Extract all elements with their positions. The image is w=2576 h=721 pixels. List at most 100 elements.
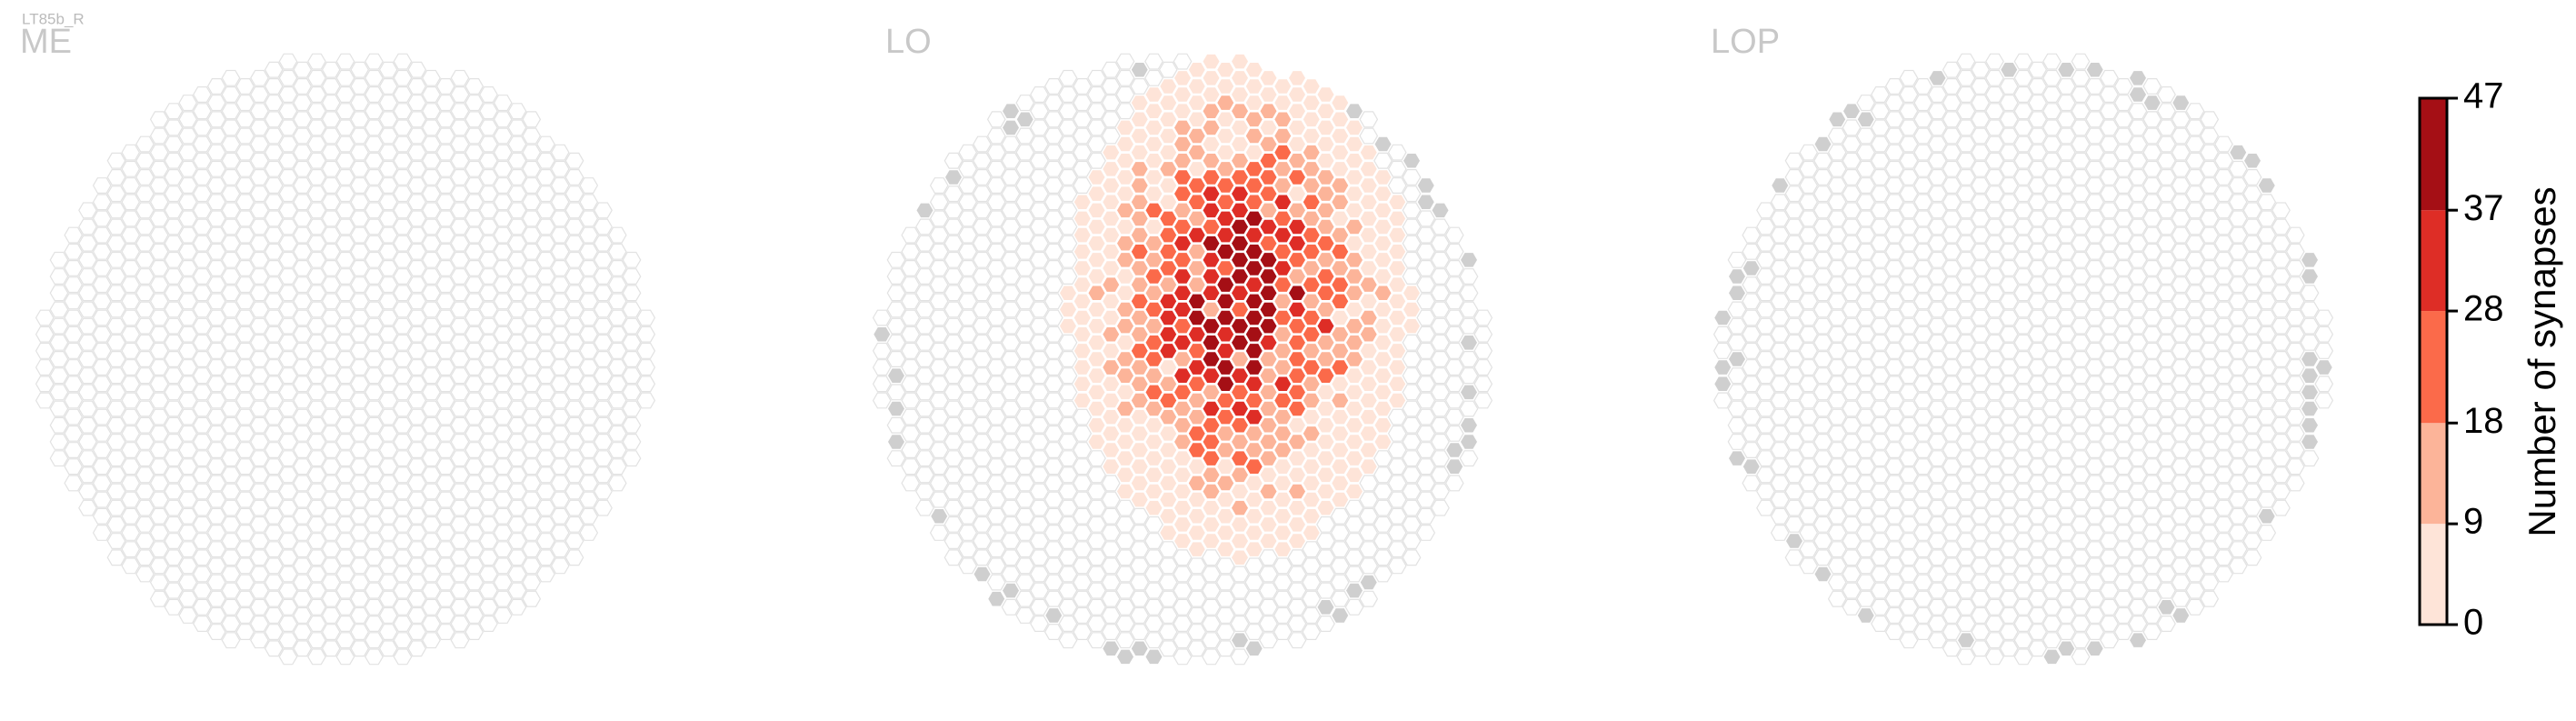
hex-cell bbox=[1387, 210, 1407, 227]
hex-cell bbox=[2242, 185, 2262, 203]
hex-cell bbox=[1015, 95, 1035, 112]
hex-cell bbox=[1971, 392, 1991, 409]
hex-cell bbox=[1827, 557, 1847, 575]
hex-cell bbox=[1402, 384, 1422, 401]
hex-cell bbox=[450, 400, 470, 417]
hex-cell bbox=[1985, 416, 2004, 434]
hex-cell bbox=[1144, 582, 1163, 599]
hex-cell bbox=[407, 243, 427, 260]
hex-cell bbox=[594, 416, 613, 434]
hex-cell bbox=[1842, 169, 1862, 185]
hex-cell bbox=[1244, 590, 1264, 607]
hex-cell bbox=[407, 177, 427, 194]
colorbar-bin bbox=[2420, 210, 2447, 312]
hex-cell bbox=[1030, 549, 1049, 566]
hex-cell bbox=[594, 202, 613, 219]
hex-cell bbox=[1230, 582, 1250, 599]
hex-cell bbox=[2085, 293, 2105, 310]
hex-cell bbox=[407, 408, 427, 426]
hex-cell bbox=[1144, 69, 1163, 86]
hex-cell bbox=[1373, 169, 1393, 185]
hex-cell bbox=[1387, 194, 1407, 211]
hex-cell bbox=[1827, 325, 1847, 343]
hex-cell bbox=[1416, 194, 1436, 211]
hex-cell bbox=[2028, 226, 2048, 244]
hex-cell bbox=[1928, 615, 1947, 633]
hex-cell bbox=[522, 376, 542, 393]
hex-cell bbox=[1058, 169, 1078, 185]
hex-cell bbox=[1001, 598, 1021, 616]
hex-cell bbox=[1359, 127, 1379, 145]
hex-cell bbox=[1259, 268, 1278, 285]
hex-cell bbox=[594, 384, 613, 401]
hex-cell bbox=[78, 218, 97, 235]
hex-cell bbox=[121, 177, 141, 194]
hex-cell bbox=[986, 557, 1006, 575]
hex-cell bbox=[2157, 317, 2176, 335]
hex-cell bbox=[958, 293, 978, 310]
hex-cell bbox=[1115, 533, 1135, 550]
hex-cell bbox=[1115, 185, 1135, 203]
hex-cell bbox=[1856, 226, 1876, 244]
hex-cell bbox=[221, 202, 241, 219]
hex-cell bbox=[986, 293, 1006, 310]
hex-cell bbox=[2013, 598, 2033, 616]
hex-cell bbox=[1842, 367, 1862, 385]
hex-cell bbox=[973, 317, 992, 335]
hex-cell bbox=[364, 648, 384, 666]
hex-cell bbox=[929, 475, 949, 492]
hex-cell bbox=[2157, 516, 2176, 533]
hex-cell bbox=[149, 408, 169, 426]
hex-cell bbox=[1015, 524, 1035, 541]
hex-cell bbox=[422, 351, 441, 367]
hex-cell bbox=[364, 384, 384, 401]
hex-cell bbox=[636, 309, 656, 326]
hex-cell bbox=[493, 160, 513, 177]
hex-cell bbox=[1431, 301, 1450, 318]
hex-cell bbox=[350, 425, 370, 442]
hex-cell bbox=[1244, 160, 1264, 177]
hex-cell bbox=[2242, 317, 2262, 335]
hex-cell bbox=[2142, 95, 2162, 112]
hex-cell bbox=[1001, 351, 1021, 367]
hex-cell bbox=[450, 483, 470, 500]
hex-cell bbox=[1856, 95, 1876, 112]
hex-cell bbox=[92, 359, 112, 376]
hex-cell bbox=[2013, 582, 2033, 599]
hex-cell bbox=[350, 226, 370, 244]
hex-cell bbox=[1770, 491, 1790, 508]
hex-cell bbox=[106, 185, 126, 203]
hex-cell bbox=[507, 450, 527, 467]
hex-cell bbox=[49, 251, 69, 268]
hex-cell bbox=[2228, 359, 2248, 376]
hex-cell bbox=[564, 434, 584, 450]
hex-cell bbox=[2013, 169, 2033, 185]
hex-cell bbox=[1813, 135, 1832, 153]
hex-cell bbox=[106, 434, 126, 450]
hex-cell bbox=[1244, 77, 1264, 95]
hex-cell bbox=[235, 309, 255, 326]
hex-cell bbox=[2128, 384, 2148, 401]
hex-cell bbox=[493, 408, 513, 426]
hex-cell bbox=[335, 235, 355, 252]
hex-cell bbox=[1928, 235, 1947, 252]
hex-cell bbox=[1244, 425, 1264, 442]
hex-cell bbox=[2200, 557, 2220, 575]
hex-cell bbox=[2200, 194, 2220, 211]
hex-cell bbox=[1727, 367, 1747, 385]
hex-cell bbox=[1913, 624, 1933, 641]
hex-cell bbox=[1373, 483, 1393, 500]
hex-cell bbox=[2314, 325, 2334, 343]
hex-cell bbox=[1913, 95, 1933, 112]
hex-cell bbox=[378, 160, 398, 177]
hex-cell bbox=[1015, 276, 1035, 294]
hex-cell bbox=[78, 483, 97, 500]
hex-cell bbox=[1956, 351, 1976, 367]
hex-cell bbox=[2100, 549, 2119, 566]
hex-cell bbox=[1742, 376, 1762, 393]
hex-cell bbox=[1187, 210, 1207, 227]
hex-cell bbox=[307, 53, 326, 70]
hex-cell bbox=[206, 624, 226, 641]
hex-cell bbox=[1087, 218, 1106, 235]
hex-cell bbox=[422, 598, 441, 616]
